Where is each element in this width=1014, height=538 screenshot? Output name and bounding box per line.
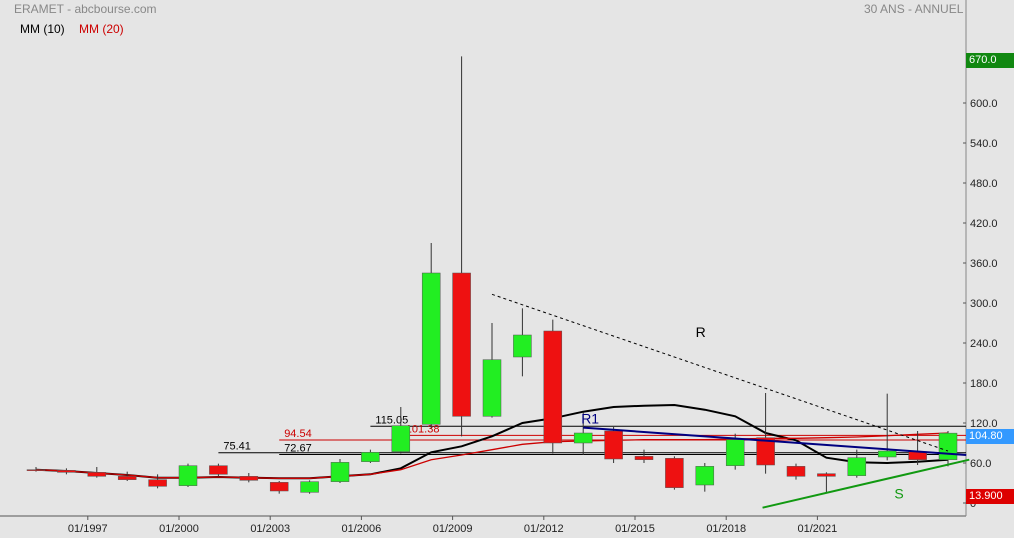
candle-body-1999 — [148, 479, 167, 487]
candle-body-2005 — [330, 462, 350, 482]
y-tick-label-3: 420.0 — [970, 218, 998, 230]
trendline-S — [762, 458, 970, 509]
chart-title: ERAMET - abcbourse.com — [14, 2, 157, 16]
trendline-label-R1: R1 — [581, 411, 599, 427]
trendline-label-R: R — [696, 324, 706, 340]
candle-body-2023 — [877, 450, 897, 458]
candle-body-1996 — [57, 470, 76, 473]
candle-body-2018 — [725, 439, 745, 466]
y-axis-ticks: 600.0 540.0 480.0 420.0 360.0 300.0 240.0 180.0… — [963, 98, 998, 510]
x-tick-label-5: 01/2012 — [524, 523, 564, 535]
candle-body-2011 — [513, 334, 532, 358]
candle-body-2020 — [786, 466, 806, 477]
candle-body-2001 — [209, 465, 228, 475]
y-tick-label-7: 180.0 — [970, 378, 998, 390]
trendline-label-S: S — [894, 485, 903, 501]
y-tick-label-8: 120.0 — [970, 418, 998, 430]
candles — [26, 56, 958, 494]
x-tick-label-0: 01/1997 — [68, 523, 108, 535]
candle-body-1997 — [87, 472, 107, 477]
candle-body-2012 — [543, 330, 563, 444]
candle-body-2004 — [300, 481, 319, 493]
candle-body-2003 — [269, 482, 289, 492]
candle-body-2002 — [239, 476, 259, 481]
chart-period: 30 ANS - ANNUEL — [864, 2, 964, 16]
legend-ma20: MM (20) — [79, 22, 124, 36]
candle-body-2017 — [695, 466, 715, 486]
candle-body-2025 — [938, 432, 958, 460]
level-label-1: 101.38 — [406, 423, 440, 435]
y-tick-label-2: 480.0 — [970, 178, 998, 190]
y-tick-label-1: 540.0 — [970, 138, 998, 150]
low-price-tag: 13.900 — [966, 489, 1014, 504]
candle-body-1995 — [26, 469, 46, 471]
candle-body-2019 — [756, 437, 775, 466]
x-tick-label-3: 01/2006 — [342, 523, 382, 535]
candle-body-2007 — [391, 425, 411, 452]
y-tick-label-9: 60.0 — [970, 458, 991, 470]
candle-body-2000 — [178, 465, 198, 486]
high-price-tag: 670.0 — [966, 53, 1014, 68]
level-label-0: 115.05 — [375, 414, 408, 426]
trendline-R — [491, 293, 949, 452]
x-tick-label-8: 01/2021 — [798, 523, 838, 535]
candle-body-2016 — [665, 458, 684, 488]
last-price-tag: 104.80 — [966, 429, 1014, 444]
candle-body-2021 — [817, 473, 836, 477]
candle-body-2022 — [847, 457, 867, 476]
x-tick-label-4: 01/2009 — [433, 523, 473, 535]
level-label-2: 94.54 — [284, 428, 312, 440]
x-tick-label-1: 01/2000 — [159, 523, 199, 535]
candle-body-2010 — [482, 359, 502, 417]
trendline-R1 — [583, 426, 967, 456]
candle-body-2015 — [634, 456, 654, 460]
candle-body-1998 — [117, 476, 137, 480]
y-tick-label-10: 0 — [970, 498, 976, 510]
x-axis-ticks: 01/1997 01/2000 01/2003 01/2006 01/2009 01/20… — [68, 516, 837, 535]
level-label-4: 72.67 — [284, 443, 312, 455]
candle-body-2009 — [452, 272, 471, 417]
y-tick-label-6: 240.0 — [970, 338, 998, 350]
y-tick-label-4: 360.0 — [970, 258, 998, 270]
x-tick-label-7: 01/2018 — [706, 523, 746, 535]
level-label-3: 75.41 — [223, 441, 251, 453]
y-tick-label-0: 600.0 — [970, 98, 998, 110]
candle-body-2006 — [361, 452, 380, 462]
x-tick-label-6: 01/2015 — [615, 523, 655, 535]
legend-ma10: MM (10) — [20, 22, 65, 36]
trendlines: R R1 S — [491, 293, 970, 509]
x-tick-label-2: 01/2003 — [250, 523, 290, 535]
candle-body-2013 — [573, 432, 593, 444]
candle-body-2014 — [604, 430, 623, 460]
candle-body-2008 — [421, 272, 441, 425]
y-tick-label-5: 300.0 — [970, 298, 998, 310]
